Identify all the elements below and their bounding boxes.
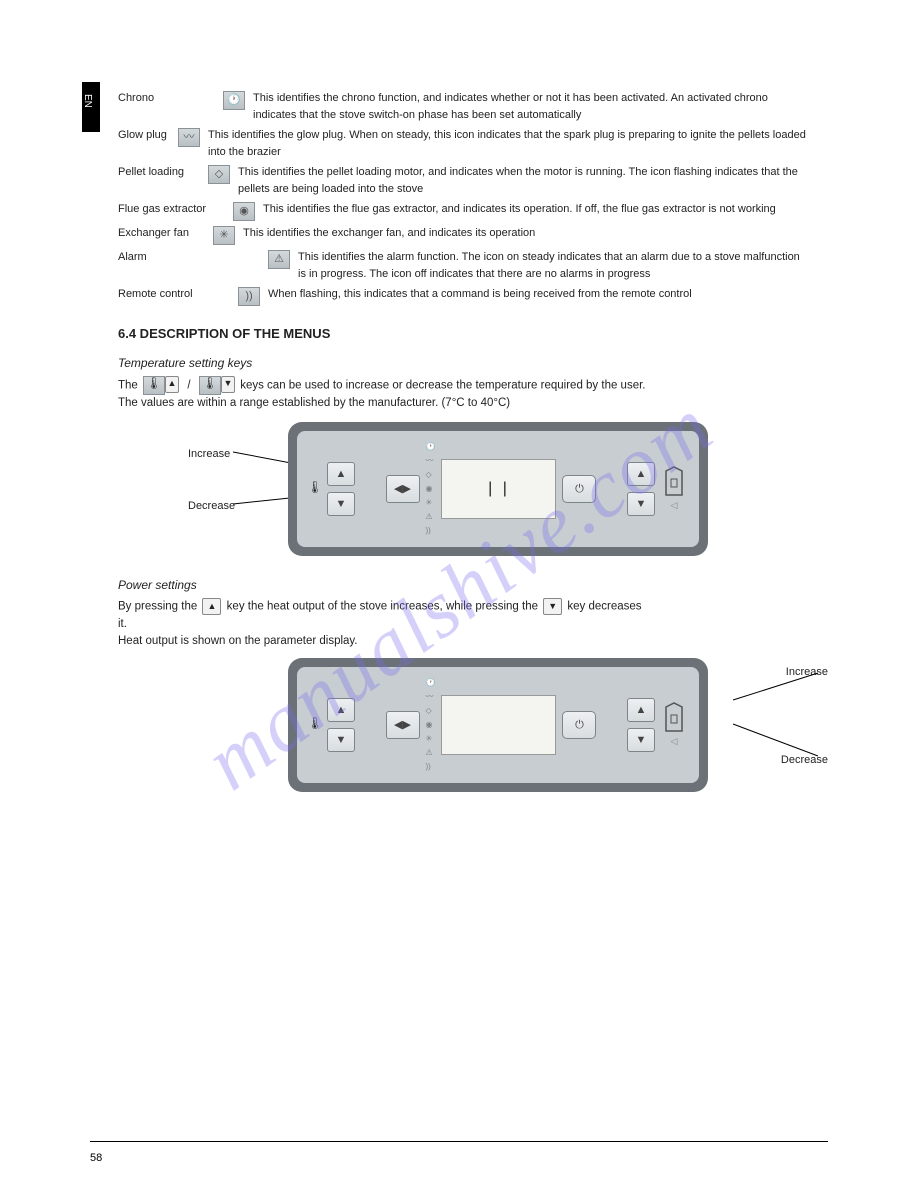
language-tab: EN <box>82 82 100 132</box>
pellet-icon: ◇ <box>426 469 436 481</box>
power-button[interactable]: ⏻ <box>562 475 596 503</box>
control-panel: 🌡 ▲ ▼ ◀▶ 🕐 〰 ◇ ◉ ✳ <box>288 658 708 792</box>
clock-icon: 🕐 <box>223 91 245 110</box>
power-down-key-icon: ▼ <box>543 598 562 615</box>
power-up-key-icon: ▲ <box>202 598 221 615</box>
indicator-text: This identifies the exchanger fan, and i… <box>243 225 808 242</box>
indicator-row: Pellet loading ◇ This identifies the pel… <box>118 164 808 197</box>
stove-icon: ◁ <box>659 465 689 513</box>
indicator-row: Alarm ⚠ This identifies the alarm functi… <box>118 249 808 282</box>
icon-cell: )) <box>238 286 268 306</box>
footer-rule <box>90 1141 828 1142</box>
extractor-icon: ◉ <box>233 202 255 221</box>
callout-decrease-label: Decrease <box>188 498 235 515</box>
temp-keys-text: The 🌡▲ / 🌡▼ keys can be used to increase… <box>118 376 808 412</box>
temp-up-key-icon: 🌡▲ <box>143 376 179 395</box>
fan-icon: ✳ <box>213 226 235 245</box>
icon-cell: 🕐 <box>223 90 253 110</box>
indicator-row: Flue gas extractor ◉ This identifies the… <box>118 201 808 221</box>
fan-icon: ✳ <box>426 733 436 745</box>
remote-icon: )) <box>426 761 436 773</box>
section-title: 6.4 DESCRIPTION OF THE MENUS <box>118 324 808 344</box>
power-decrease-button[interactable]: ▼ <box>627 728 655 752</box>
display-screen: | | <box>441 459 556 519</box>
indicator-row: Remote control )) When flashing, this in… <box>118 286 808 306</box>
temp-decrease-button[interactable]: ▼ <box>327 728 355 752</box>
power-settings-text: By pressing the ▲ key the heat output of… <box>118 598 808 650</box>
display-screen <box>441 695 556 755</box>
power-increase-button[interactable]: ▲ <box>627 462 655 486</box>
resistor-icon: 〰 <box>426 691 436 703</box>
subsection-title: Temperature setting keys <box>118 354 808 372</box>
remote-icon: )) <box>426 525 436 537</box>
indicator-label: Alarm <box>118 249 268 266</box>
indicator-text: This identifies the flue gas extractor, … <box>263 201 808 218</box>
clock-icon: 🕐 <box>426 441 436 453</box>
pellet-icon: ◇ <box>426 705 436 717</box>
indicator-label: Chrono <box>118 90 223 107</box>
alarm-icon: ⚠ <box>426 747 436 759</box>
icon-cell: ◉ <box>233 201 263 221</box>
page-number: 58 <box>90 1152 102 1164</box>
indicator-column: 🕐 〰 ◇ ◉ ✳ ⚠ )) <box>426 677 436 773</box>
clock-icon: 🕐 <box>426 677 436 689</box>
stove-icon: ◁ <box>659 701 689 749</box>
thermometer-icon: 🌡 <box>307 716 323 733</box>
alarm-icon: ⚠ <box>268 250 290 269</box>
menu-nav-button[interactable]: ◀▶ <box>386 475 420 503</box>
icon-cell: 〰 <box>178 127 208 147</box>
power-increase-button[interactable]: ▲ <box>627 698 655 722</box>
temp-down-key-icon: 🌡▼ <box>199 376 235 395</box>
temp-decrease-button[interactable]: ▼ <box>327 492 355 516</box>
callout-increase-label: Increase <box>188 446 230 463</box>
icon-cell: ✳ <box>213 225 243 245</box>
indicator-row: Chrono 🕐 This identifies the chrono func… <box>118 90 808 123</box>
extractor-icon: ◉ <box>426 719 436 731</box>
resistor-icon: 〰 <box>178 128 200 147</box>
indicator-row: Exchanger fan ✳ This identifies the exch… <box>118 225 808 245</box>
pellet-icon: ◇ <box>208 165 230 184</box>
extractor-icon: ◉ <box>426 483 436 495</box>
indicator-text: This identifies the pellet loading motor… <box>238 164 808 197</box>
temp-increase-button[interactable]: ▲ <box>327 462 355 486</box>
indicator-column: 🕐 〰 ◇ ◉ ✳ ⚠ )) <box>426 441 436 537</box>
alarm-icon: ⚠ <box>426 511 436 523</box>
indicator-label: Flue gas extractor <box>118 201 233 218</box>
icon-cell: ⚠ <box>268 249 298 269</box>
subsection-title: Power settings <box>118 576 808 594</box>
callout-increase-label: Increase <box>786 664 828 681</box>
temp-increase-button[interactable]: ▲ <box>327 698 355 722</box>
power-decrease-button[interactable]: ▼ <box>627 492 655 516</box>
thermometer-icon: 🌡 <box>307 480 323 497</box>
indicator-label: Glow plug <box>118 127 178 144</box>
tab-label: EN <box>82 82 93 108</box>
menu-nav-button[interactable]: ◀▶ <box>386 711 420 739</box>
icon-cell: ◇ <box>208 164 238 184</box>
indicator-label: Exchanger fan <box>118 225 213 242</box>
indicator-text: This identifies the glow plug. When on s… <box>208 127 808 160</box>
indicator-text: This identifies the alarm function. The … <box>298 249 808 282</box>
control-panel: 🌡 ▲ ▼ ◀▶ 🕐 〰 ◇ ◉ ✳ <box>288 422 708 556</box>
callout-decrease-label: Decrease <box>781 752 828 769</box>
indicator-label: Remote control <box>118 286 238 303</box>
power-button[interactable]: ⏻ <box>562 711 596 739</box>
indicator-text: When flashing, this indicates that a com… <box>268 286 808 303</box>
indicator-description-list: Chrono 🕐 This identifies the chrono func… <box>118 90 808 800</box>
remote-icon: )) <box>238 287 260 306</box>
indicator-text: This identifies the chrono function, and… <box>253 90 808 123</box>
fan-icon: ✳ <box>426 497 436 509</box>
indicator-label: Pellet loading <box>118 164 208 181</box>
indicator-row: Glow plug 〰 This identifies the glow plu… <box>118 127 808 160</box>
resistor-icon: 〰 <box>426 455 436 467</box>
